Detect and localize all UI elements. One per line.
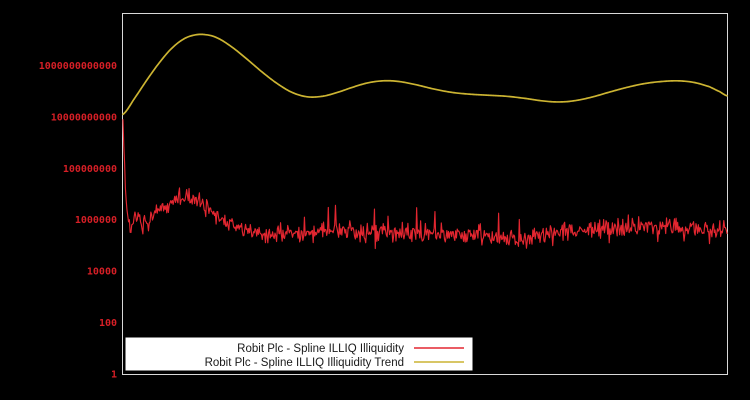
legend-label: Robit Plc - Spline ILLIQ Illiquidity Tre… [205,357,404,369]
series-line-2 [122,33,728,116]
y-axis-tick-label: 10000000000 [51,112,117,123]
y-axis-tick-label: 1000000 [75,215,117,226]
y-axis-tick-labels: 1 100 10000 1000000 100000000 10000000000 1000… [39,61,117,381]
y-axis-tick-label: 10000 [87,267,117,278]
plot-frame [122,13,728,375]
y-axis-tick-label: 1 [111,370,117,381]
y-axis-tick-label: 100 [99,318,117,329]
y-axis-tick-label: 1000000000000 [39,61,117,72]
y-axis-tick-label: 100000000 [63,164,117,175]
legend-background [125,337,473,371]
legend-label: Robit Plc - Spline ILLIQ Illiquidity [237,343,404,355]
series-layer [122,33,728,250]
series-line-1 [122,119,728,250]
chart-legend[interactable]: Robit Plc - Spline ILLIQ Illiquidity Robi… [125,337,473,371]
